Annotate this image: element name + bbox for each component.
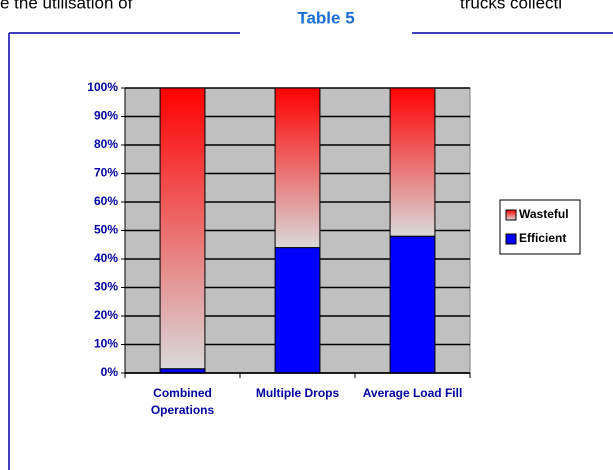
y-tick-label: 80%: [94, 137, 118, 151]
body-text: trucks collecti: [460, 0, 562, 12]
legend-swatch: [505, 233, 517, 245]
y-tick-label: 90%: [94, 109, 118, 123]
y-tick-label: 100%: [87, 80, 118, 94]
y-tick-label: 40%: [94, 251, 118, 265]
x-tick-label: Combined Operations: [150, 386, 215, 417]
bar-segment: [274, 87, 321, 249]
legend-label: Efficient: [519, 231, 566, 245]
chart-title: Table 5: [297, 8, 354, 27]
x-tick-label: Multiple Drops: [255, 386, 340, 400]
legend-box: [499, 199, 581, 255]
y-tick-label: 50%: [94, 223, 118, 237]
y-tick-label: 60%: [94, 194, 118, 208]
bar-segment: [389, 87, 436, 237]
y-tick-label: 70%: [94, 166, 118, 180]
y-tick-label: 20%: [94, 308, 118, 322]
y-tick-label: 0%: [101, 365, 119, 379]
legend-label: Wasteful: [519, 207, 569, 221]
legend-swatch: [505, 209, 517, 221]
bar-segment: [389, 235, 436, 374]
y-tick-label: 30%: [94, 280, 118, 294]
bar-segment: [159, 87, 206, 370]
x-tick-label: Average Load Fill: [362, 386, 463, 400]
y-tick-label: 10%: [94, 337, 118, 351]
bar-segment: [274, 247, 321, 374]
body-text: e the utilisation of: [0, 0, 133, 12]
